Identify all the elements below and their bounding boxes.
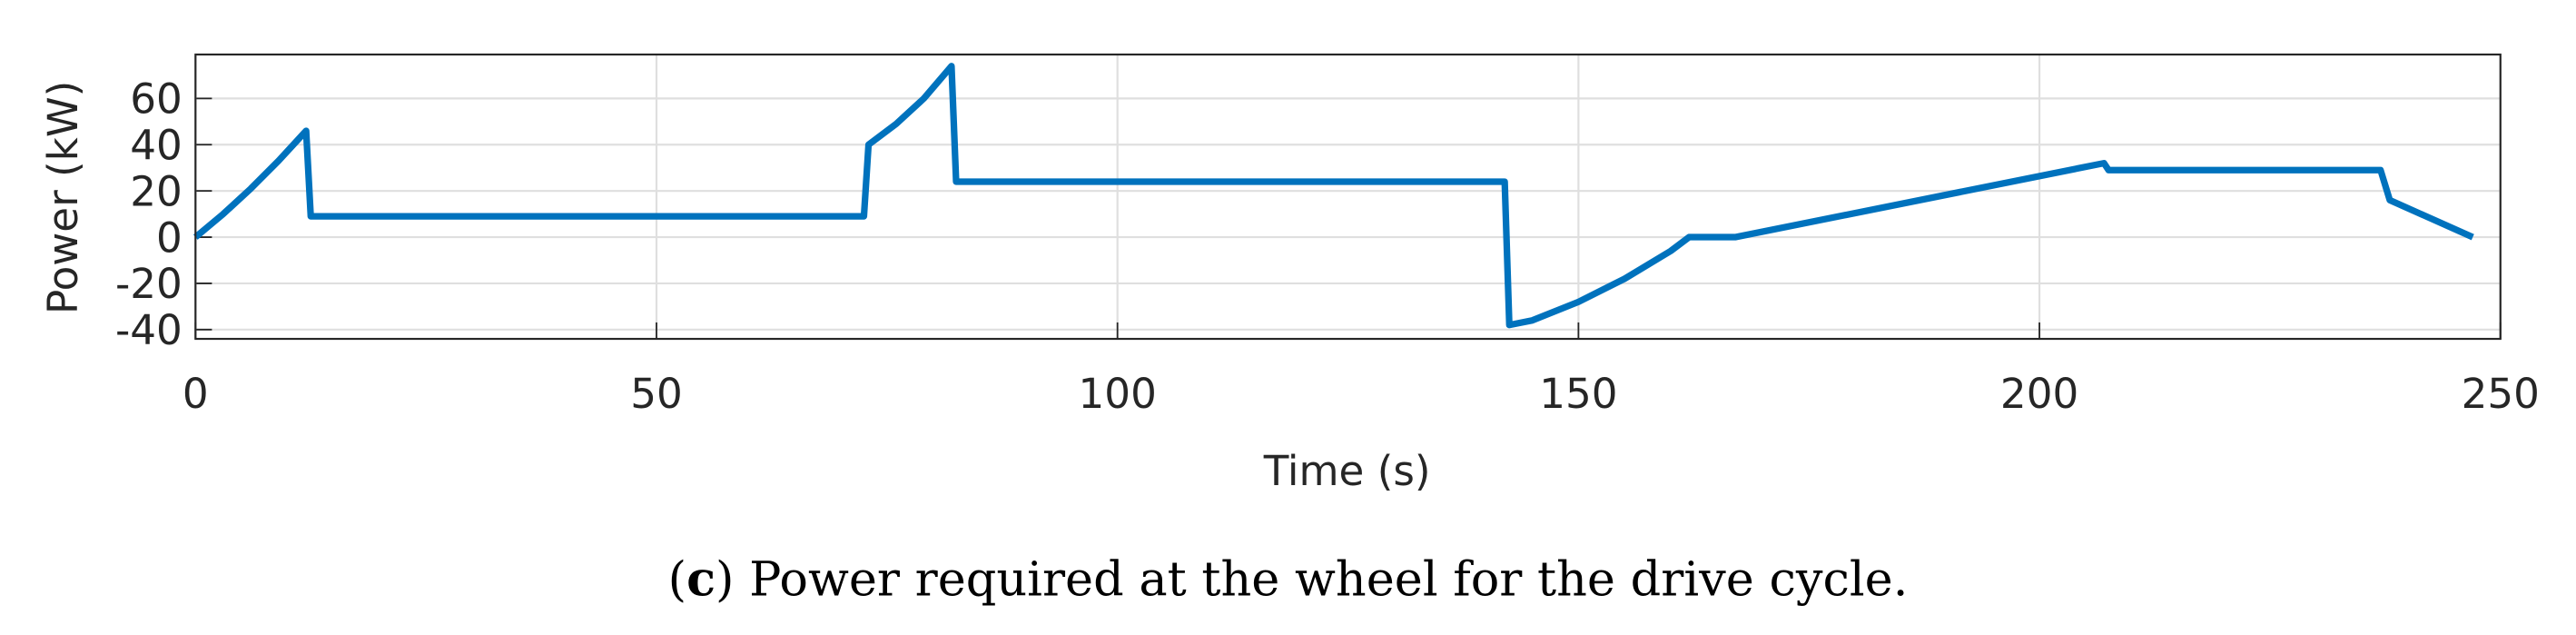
x-tick-label: 50	[630, 370, 683, 418]
x-tick-label: 150	[1539, 370, 1617, 418]
caption-label: c	[686, 551, 716, 607]
plot-area	[195, 55, 2501, 340]
x-tick-label: 100	[1079, 370, 1157, 418]
y-tick-label: 40	[130, 122, 183, 170]
y-tick-label: -40	[115, 306, 183, 354]
x-tick-label: 200	[2000, 370, 2078, 418]
x-axis-label: Time (s)	[1263, 447, 1431, 495]
caption-text: ) Power required at the wheel for the dr…	[716, 551, 1908, 607]
y-tick-label: -20	[115, 260, 183, 308]
y-axis-label: Power (kW)	[39, 81, 87, 314]
y-tick-label: 60	[130, 75, 183, 124]
y-tick-label: 0	[156, 213, 183, 262]
x-tick-label: 0	[183, 370, 209, 418]
caption: (c) Power required at the wheel for the …	[668, 551, 1909, 607]
caption-open: (	[668, 551, 686, 607]
y-tick-label: 20	[130, 167, 183, 215]
axes-box	[194, 53, 2502, 341]
data-line	[192, 63, 2474, 329]
x-tick-label: 250	[2462, 370, 2540, 418]
